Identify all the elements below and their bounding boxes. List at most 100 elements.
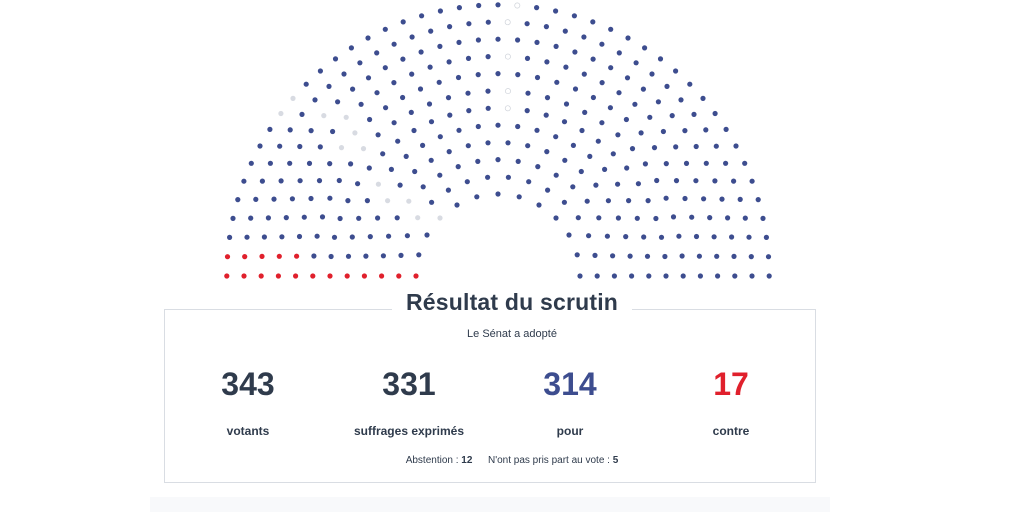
seat-dot-pour [505, 140, 511, 146]
seat-dot-pour [673, 144, 679, 150]
seat-dot-pour [561, 119, 568, 125]
seat-dot-pour [590, 56, 596, 62]
seat-dot-pour [658, 234, 665, 240]
seat-dot-pour [428, 119, 435, 125]
seat-dot-pour [629, 146, 636, 152]
seat-dot-pour [719, 196, 725, 202]
seat-dot-pour [763, 234, 770, 240]
seat-dot-pour [365, 35, 371, 41]
stat-votants: 343 votants [148, 368, 348, 438]
seat-dot-pour [561, 199, 568, 205]
seat-dot-pour [689, 214, 695, 220]
seat-dot-pour [419, 13, 425, 19]
seat-dot-pour [278, 178, 284, 184]
seat-dot-pour [729, 234, 735, 240]
seat-dot-pour [638, 130, 644, 136]
seat-dot-contre [413, 273, 419, 279]
seat-dot-pour [602, 166, 608, 172]
seat-dot-pour [367, 116, 373, 123]
seat-dot-pour [701, 196, 707, 202]
seat-dot-pour [455, 164, 461, 170]
seat-dot-pour [235, 197, 241, 203]
stat-pour-value: 314 [543, 366, 597, 402]
seat-dot-pour [575, 215, 581, 221]
seat-dot-pour [485, 140, 491, 146]
seat-dot-pour [577, 273, 583, 279]
seat-dot-pour [474, 194, 480, 200]
seat-dot-pour [715, 273, 721, 279]
seat-dot-pour [635, 181, 642, 187]
seat-dot-pour [447, 112, 453, 118]
seat-dot-pour [524, 21, 530, 27]
seat-dot-pour [475, 123, 481, 130]
stat-suffrages-value: 331 [382, 366, 436, 402]
abstention-label: Abstention : [405, 455, 459, 466]
seat-dot-pour [437, 43, 443, 50]
seat-dot-pour [230, 215, 236, 221]
seat-dot-pour [409, 34, 415, 40]
seat-dot-pour [267, 126, 273, 132]
seat-dot-pour [629, 273, 635, 279]
seat-dot-abstention [406, 198, 412, 204]
seat-dot-pour [657, 56, 664, 62]
seat-dot-pour [306, 160, 313, 166]
seat-dot-pour [590, 19, 596, 25]
seat-dot-pour [616, 50, 622, 56]
seat-dot-pour [437, 8, 443, 14]
seat-dot-contre [361, 273, 367, 279]
seat-dot-pour [703, 127, 709, 133]
seat-dot-pour [363, 253, 369, 259]
seat-dot-pour [475, 37, 481, 43]
seat-dot-pour [563, 101, 570, 107]
seat-dot-n-ont-pas-pris-part-au-vote [504, 53, 511, 60]
seat-dot-pour [326, 83, 332, 89]
seat-dot-pour [534, 127, 540, 133]
seat-dot-pour [301, 214, 307, 220]
seat-dot-pour [394, 215, 400, 221]
seat-dot-pour [615, 132, 621, 138]
seat-dot-pour [579, 127, 585, 134]
seat-dot-pour [495, 191, 501, 197]
seat-dot-pour [623, 234, 629, 240]
seat-dot-abstention [360, 146, 367, 152]
seat-dot-pour [495, 122, 501, 128]
seat-dot-pour [400, 94, 406, 101]
seat-dot-pour [742, 160, 748, 166]
seat-dot-pour [653, 215, 659, 222]
seat-dot-pour [755, 197, 761, 203]
seat-dot-contre [258, 273, 264, 279]
seat-dot-n-ont-pas-pris-part-au-vote [505, 88, 511, 95]
seat-dot-pour [316, 178, 323, 184]
stat-pour-label: pour [556, 424, 584, 438]
seat-dot-pour [349, 234, 355, 240]
seat-dot-pour [712, 110, 718, 117]
seat-dot-pour [682, 128, 688, 134]
seat-dot-pour [553, 8, 559, 14]
seat-dot-pour [691, 111, 697, 117]
seat-dot-pour [409, 71, 415, 77]
seat-dot-pour [277, 143, 283, 149]
seat-dot-pour [535, 164, 541, 170]
seat-dot-pour [642, 161, 649, 167]
seat-dot-pour [578, 168, 584, 175]
seat-dot-pour [241, 178, 247, 184]
seat-dot-pour [337, 215, 343, 222]
seat-dot-pour [429, 199, 435, 205]
seat-dot-pour [317, 68, 323, 74]
seat-dot-pour [516, 194, 522, 200]
seat-dot-abstention [375, 181, 381, 187]
seat-dot-pour [382, 26, 388, 32]
seat-dot-pour [400, 19, 406, 25]
seat-dot-pour [655, 99, 662, 105]
seat-dot-pour [570, 142, 577, 148]
seat-dot-pour [697, 273, 704, 279]
seat-dot-pour [485, 174, 491, 180]
stat-votants-value: 343 [221, 366, 275, 402]
seat-dot-pour [642, 45, 648, 51]
stat-contre: 17 contre [631, 368, 831, 438]
seat-dot-pour [700, 95, 706, 101]
seat-dot-contre [242, 254, 248, 260]
seat-dot-pour [676, 233, 682, 239]
seat-dot-pour [608, 65, 614, 71]
seat-dot-pour [641, 234, 647, 240]
